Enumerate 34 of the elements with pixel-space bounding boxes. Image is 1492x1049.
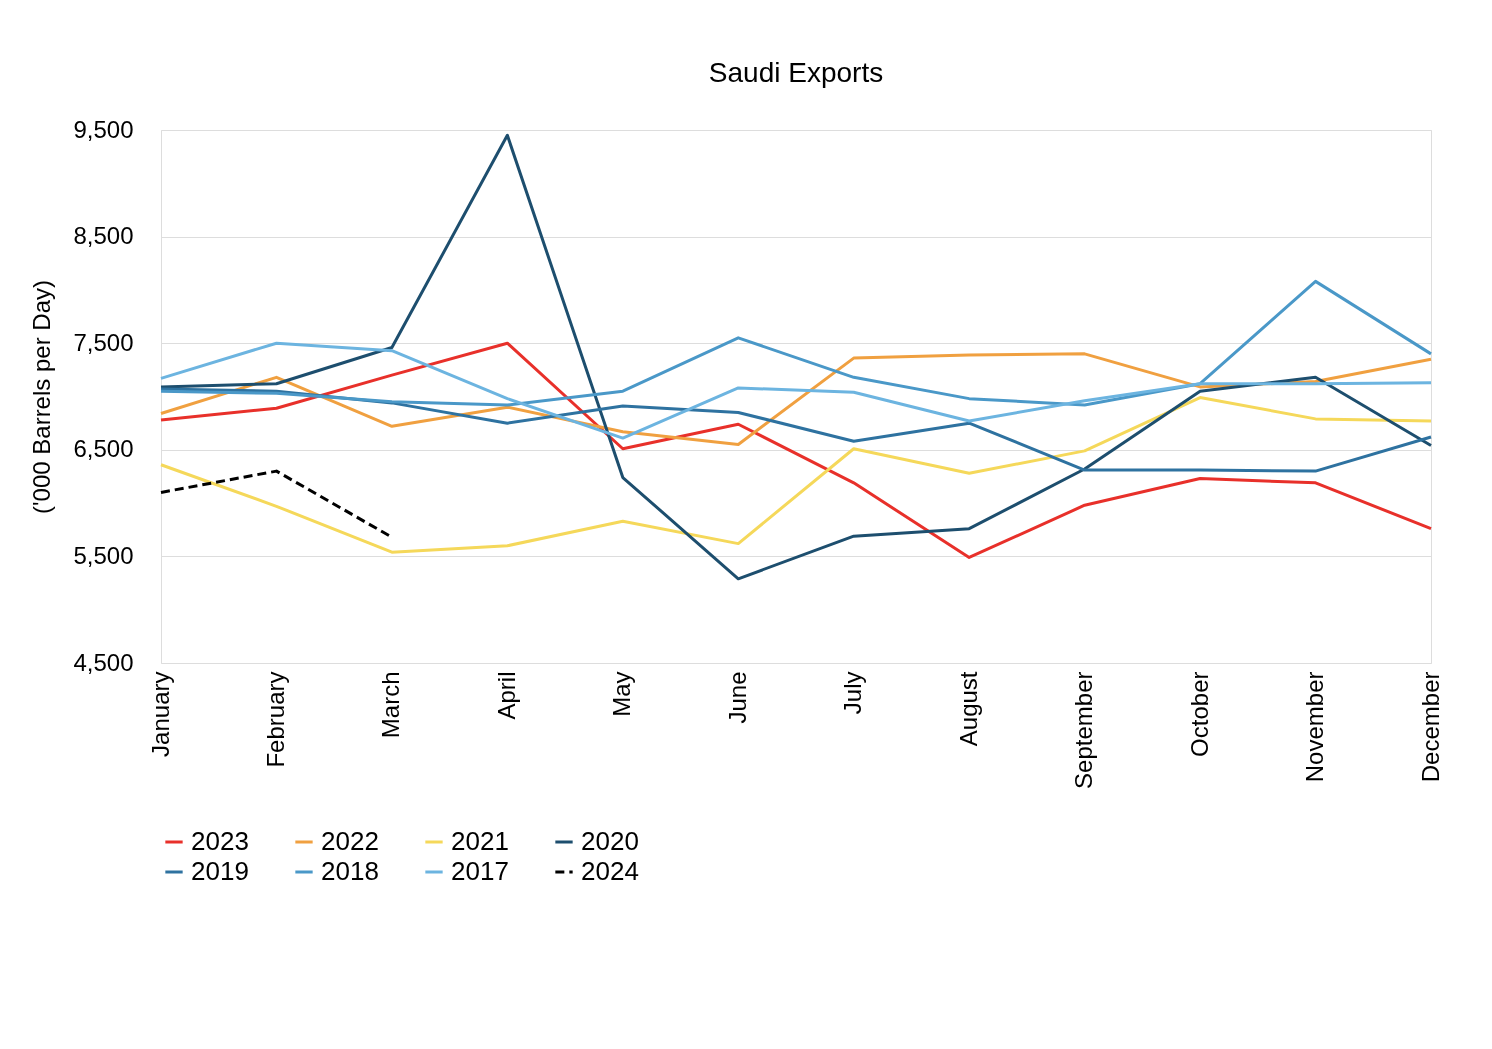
chart-title: Saudi Exports	[708, 57, 884, 88]
y-tick-label: 4,500	[73, 648, 134, 676]
x-tick-label: June	[723, 671, 751, 724]
y-tick-label: 9,500	[73, 115, 134, 143]
legend-label: 2018	[321, 856, 379, 886]
legend-label: 2022	[321, 826, 379, 856]
y-tick-label: 6,500	[73, 435, 134, 463]
line-series	[159, 279, 1433, 407]
x-tick-label: July	[839, 671, 867, 715]
y-tick-label: 5,500	[73, 541, 134, 569]
x-tick-label: February	[261, 671, 289, 768]
legend-label: 2021	[451, 826, 509, 856]
x-tick-label: January	[146, 671, 174, 757]
x-tick-label: December	[1416, 671, 1444, 783]
legend-label: 2017	[451, 856, 509, 886]
line-series	[159, 133, 1433, 581]
x-tick-label: November	[1301, 671, 1329, 783]
x-tick-label: August	[954, 671, 982, 747]
x-tick-label: March	[377, 671, 405, 739]
line-series	[159, 396, 1433, 554]
y-tick-label: 8,500	[73, 222, 134, 250]
line-series	[159, 387, 1433, 473]
x-tick-label: April	[492, 671, 520, 720]
x-tick-label: May	[608, 671, 636, 717]
legend-label: 2024	[581, 856, 639, 886]
legend-label: 2023	[191, 826, 249, 856]
y-axis-title: ('000 Barrels per Day)	[28, 280, 56, 514]
legend-label: 2020	[581, 826, 639, 856]
line-series	[159, 341, 1433, 440]
x-tick-label: October	[1185, 671, 1213, 757]
y-tick-label: 7,500	[73, 328, 134, 356]
line-series	[159, 341, 1433, 559]
legend-label: 2019	[191, 856, 249, 886]
x-tick-label: September	[1070, 671, 1098, 789]
